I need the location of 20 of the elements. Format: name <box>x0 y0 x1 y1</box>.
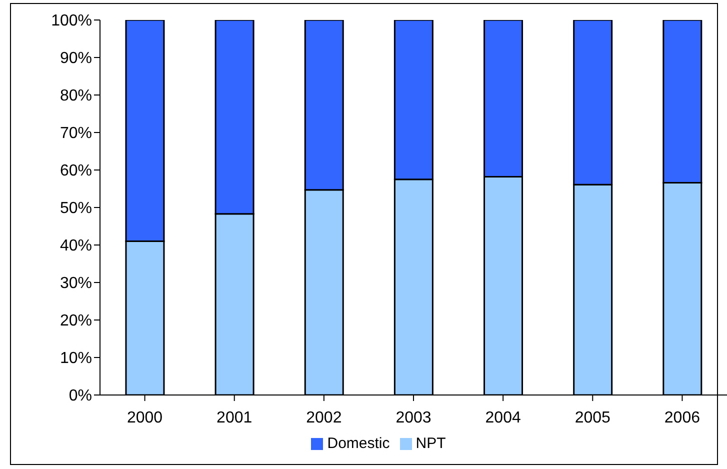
y-tick-label: 100% <box>51 12 92 30</box>
y-tick-label: 0% <box>68 388 92 405</box>
x-tick-label: 2004 <box>485 409 521 426</box>
x-tick-label: 2005 <box>574 409 611 426</box>
y-tick-label: 60% <box>60 162 92 180</box>
y-tick-label: 30% <box>60 275 92 292</box>
y-tick-label: 20% <box>60 312 92 330</box>
x-tick-label: 2003 <box>396 409 432 426</box>
legend-label: NPT <box>416 435 446 452</box>
y-tick-label: 70% <box>60 125 92 142</box>
x-tick-label: 2006 <box>664 409 700 426</box>
y-tick-label: 80% <box>60 88 92 105</box>
x-tick-label: 2002 <box>306 409 342 426</box>
legend-label: Domestic <box>327 435 390 452</box>
y-tick-label: 40% <box>60 238 92 255</box>
x-tick-label: 2000 <box>126 409 163 426</box>
y-tick-label: 50% <box>60 200 92 218</box>
x-tick-label: 2001 <box>216 409 252 426</box>
y-tick-label: 10% <box>60 350 92 368</box>
y-tick-label: 90% <box>60 50 92 68</box>
